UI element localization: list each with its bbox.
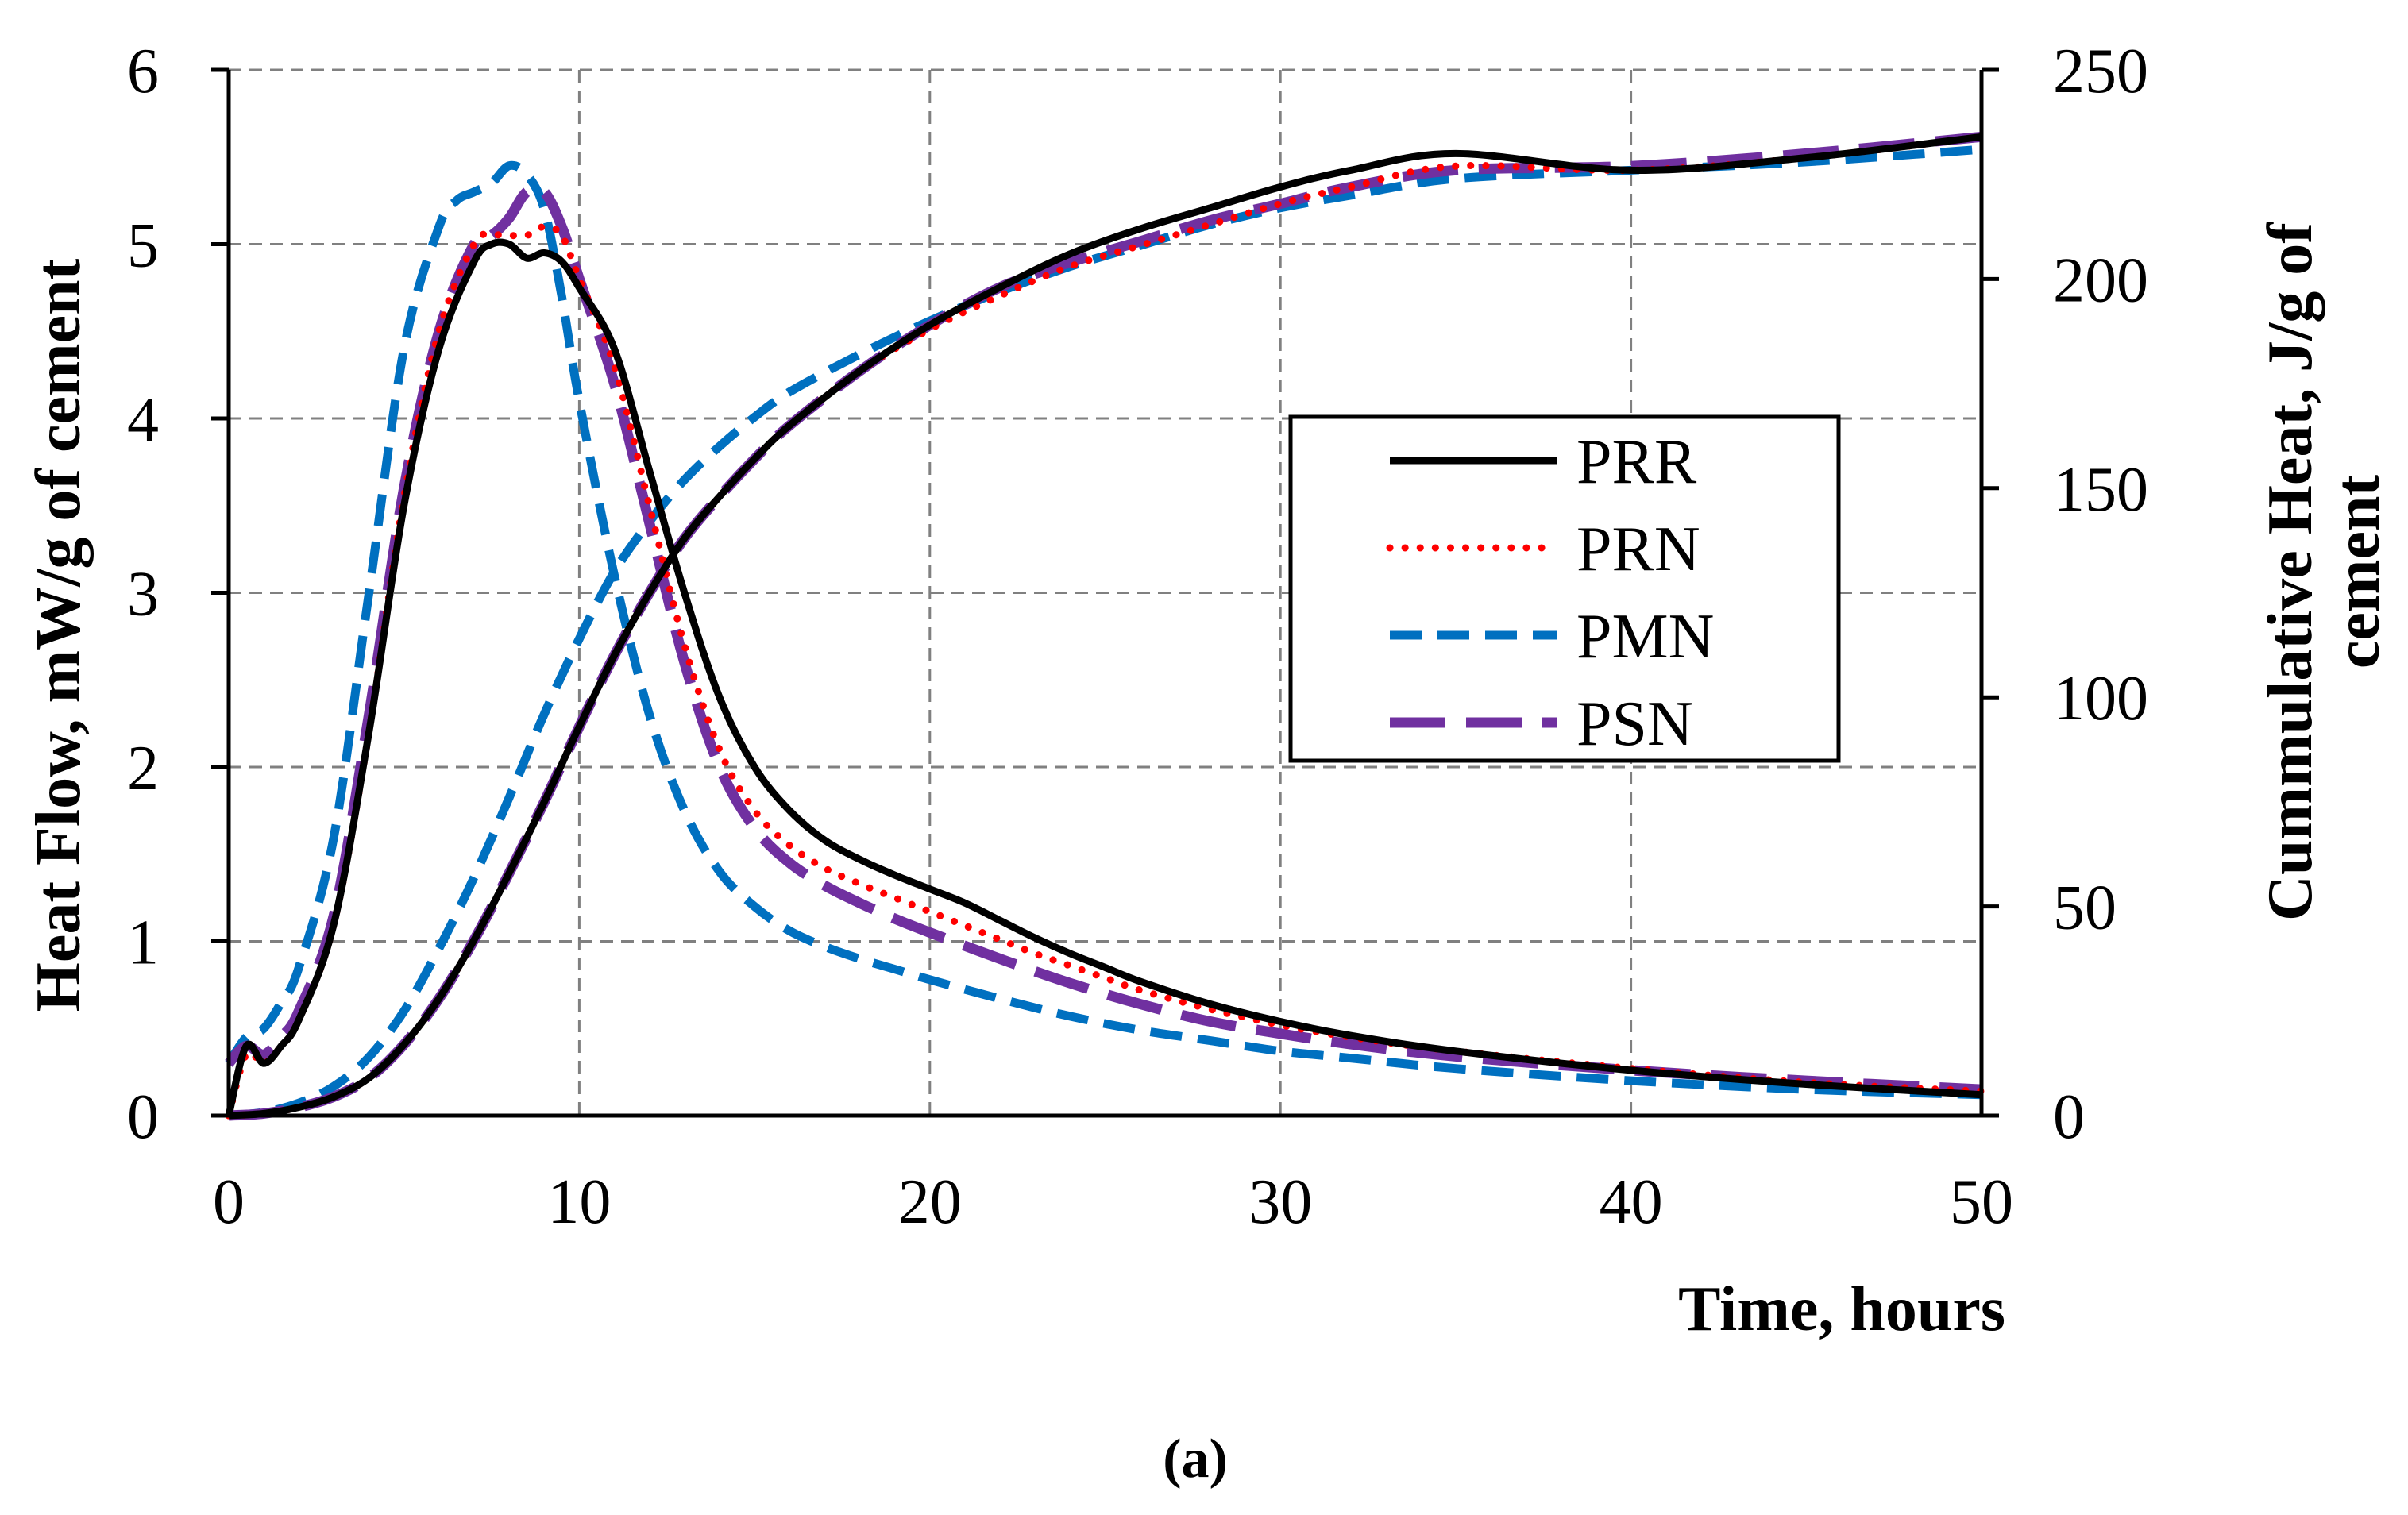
series-prr-cumulative-heat-line — [228, 133, 1982, 1120]
y-left-tick-label: 5 — [127, 211, 159, 281]
y-left-tick-label: 6 — [127, 37, 159, 106]
y-right-tick-label: 100 — [2053, 664, 2148, 734]
series-group — [225, 131, 1985, 1121]
x-tick-label: 40 — [1600, 1167, 1663, 1237]
y-right-tick-label: 250 — [2053, 37, 2148, 106]
y-right-axis-title-line2: cement — [2323, 474, 2393, 669]
grid — [229, 68, 1982, 1116]
tick-labels: 0 10 20 30 40 50 0 1 2 3 4 5 6 0 50 100 150 200 250 — [127, 37, 2148, 1237]
y-left-tick-label: 3 — [127, 560, 159, 630]
legend-label-prr: PRR — [1576, 427, 1697, 497]
y-left-tick-label: 1 — [127, 908, 159, 978]
y-left-axis-title: Heat Flow, mW/g of cement — [24, 258, 94, 1012]
y-left-tick-label: 4 — [127, 385, 159, 455]
series-prr-heat-flow-line — [225, 238, 1982, 1117]
series-pmn-heat-flow-line — [225, 160, 1982, 1100]
y-left-tick-label: 2 — [127, 734, 159, 804]
y-right-tick-label: 150 — [2053, 455, 2148, 525]
x-tick-label: 10 — [547, 1167, 611, 1237]
x-tick-label: 30 — [1248, 1167, 1312, 1237]
y-right-tick-label: 200 — [2053, 245, 2148, 315]
x-tick-label: 50 — [1950, 1167, 2013, 1237]
legend-label-psn: PSN — [1576, 689, 1693, 759]
y-right-tick-label: 0 — [2053, 1082, 2085, 1152]
x-tick-label: 20 — [898, 1167, 962, 1237]
legend-box — [1288, 414, 1841, 763]
x-axis-title: Time, hours — [1678, 1274, 2005, 1344]
legend-label-pmn: PMN — [1576, 602, 1714, 672]
y-right-axis-title-line1: Cummulative Heat, J/g of — [2256, 222, 2325, 921]
x-tick-label: 0 — [213, 1167, 245, 1237]
legend-label-prn: PRN — [1576, 515, 1700, 584]
axes — [211, 67, 1999, 1118]
y-right-tick-label: 50 — [2053, 873, 2117, 943]
figure-caption: (a) — [1163, 1428, 1228, 1490]
series-pmn-cumulative-heat-line — [228, 145, 1982, 1120]
y-left-tick-label: 0 — [127, 1082, 159, 1152]
legend: PRR PRN PMN PSN — [1288, 414, 1841, 763]
